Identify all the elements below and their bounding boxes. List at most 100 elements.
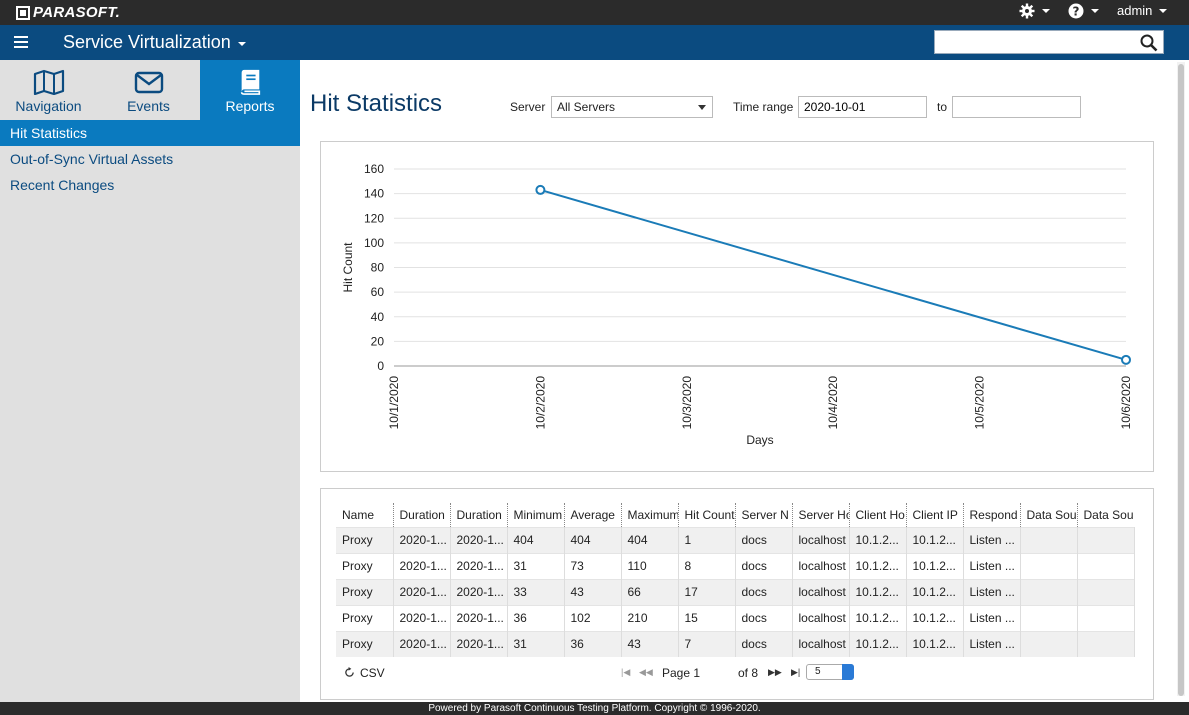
refresh-icon[interactable]	[344, 667, 355, 678]
table-row[interactable]: Proxy 2020-1... 2020-1... 33 43 66 17 docs local…	[336, 578, 1135, 605]
tab-label: Events	[127, 98, 170, 114]
tab-events[interactable]: Events	[97, 60, 200, 118]
next-page-icon[interactable]: ▶▶	[768, 667, 782, 677]
column-header[interactable]: Client IP	[906, 503, 964, 527]
last-page-icon[interactable]: ▶|	[791, 667, 801, 677]
column-header[interactable]: Respond	[963, 503, 1021, 527]
main-scrollbar[interactable]	[1177, 62, 1185, 696]
table-cell: Listen ...	[963, 526, 1021, 553]
help-menu[interactable]: ?	[1068, 3, 1099, 19]
data-point	[1121, 354, 1131, 365]
x-tick-label: 10/3/2020	[680, 376, 694, 430]
book-icon	[240, 69, 261, 95]
column-header[interactable]: Server N	[735, 503, 793, 527]
search-box	[934, 30, 1164, 54]
column-header[interactable]: Data Sou	[1083, 507, 1134, 522]
search-input[interactable]	[935, 31, 1135, 53]
y-tick-label: 100	[364, 236, 384, 250]
table-cell: 2020-1...	[450, 526, 508, 553]
y-tick-label: 40	[371, 310, 385, 324]
column-header[interactable]: Name	[336, 503, 394, 527]
page-title: Hit Statistics	[310, 90, 443, 117]
sidebar-tabs: Navigation Events Reports	[0, 60, 300, 120]
table-row[interactable]: Proxy 2020-1... 2020-1... 36 102 210 15 docs loc…	[336, 604, 1135, 631]
x-tick-label: 10/6/2020	[1119, 376, 1133, 430]
chart-canvas: 0 20 40 60 80 100 120 140 160 10/1/2020 10/2/2020 1…	[341, 162, 1133, 447]
table-row[interactable]: Proxy 2020-1... 2020-1... 31 36 43 7 docs localh…	[336, 630, 1135, 657]
sidebar-item-out-of-sync-virtual-assets[interactable]: Out-of-Sync Virtual Assets	[10, 151, 174, 167]
table-cell	[1020, 526, 1078, 553]
table-cell: Proxy	[336, 552, 394, 579]
table-cell	[1077, 552, 1135, 579]
y-tick-label: 140	[364, 187, 384, 201]
map-icon	[33, 69, 64, 95]
time-range-to-input[interactable]	[952, 96, 1081, 118]
spinner-icon	[842, 664, 854, 680]
table-cell: 10.1.2...	[906, 630, 964, 657]
scrollbar-thumb[interactable]	[1178, 64, 1184, 696]
table-cell: 2020-1...	[393, 630, 451, 657]
sidebar-item-recent-changes[interactable]: Recent Changes	[10, 177, 115, 193]
table-cell: 2020-1...	[393, 578, 451, 605]
first-page-icon[interactable]: |◀	[621, 667, 631, 677]
table-row[interactable]: Proxy 2020-1... 2020-1... 404 404 404 1 docs loc…	[336, 526, 1135, 553]
table-cell: 10.1.2...	[849, 630, 907, 657]
table-cell: 2020-1...	[393, 604, 451, 631]
server-select[interactable]: All Servers	[551, 96, 713, 118]
table-cell: 10.1.2...	[849, 526, 907, 553]
user-menu[interactable]: admin	[1117, 3, 1168, 18]
csv-export-button[interactable]: CSV	[360, 666, 385, 680]
table-cell	[1020, 578, 1078, 605]
parasoft-logo[interactable]: PARASOFT.	[16, 4, 120, 21]
column-header[interactable]: Server Ho	[792, 503, 850, 527]
table-row[interactable]: Proxy 2020-1... 2020-1... 31 73 110 8 docs local…	[336, 552, 1135, 579]
top-bar: PARASOFT. ? admin	[0, 0, 1189, 25]
sidebar-item-hit-statistics[interactable]: Hit Statistics	[0, 120, 300, 146]
table-cell	[1020, 552, 1078, 579]
tab-label: Navigation	[15, 98, 82, 114]
app-title: Service Virtualization	[63, 32, 231, 52]
table-cell: 10.1.2...	[849, 578, 907, 605]
table-cell	[1077, 604, 1135, 631]
column-header[interactable]: Client Ho	[849, 503, 907, 527]
y-tick-label: 20	[371, 334, 385, 348]
table-cell: docs	[735, 578, 793, 605]
table-cell: 66	[621, 578, 679, 605]
x-tick-label: 10/2/2020	[533, 376, 547, 430]
previous-page-icon[interactable]: ◀◀	[639, 667, 653, 677]
table-cell: 404	[564, 526, 622, 553]
table-cell: 1	[678, 526, 736, 553]
column-header[interactable]: Duration	[450, 503, 508, 527]
table-cell	[1020, 604, 1078, 631]
table-cell: 102	[564, 604, 622, 631]
table-cell: 10.1.2...	[906, 552, 964, 579]
table-cell: 2020-1...	[450, 552, 508, 579]
y-tick-label: 160	[364, 162, 384, 176]
table-cell: 2020-1...	[450, 630, 508, 657]
page-size-select[interactable]: 5	[806, 664, 854, 680]
time-range-from-input[interactable]	[798, 96, 927, 118]
table-cell: 10.1.2...	[849, 604, 907, 631]
table-cell	[1020, 630, 1078, 657]
app-switcher[interactable]: Service Virtualization	[63, 32, 246, 53]
table-cell: Listen ...	[963, 552, 1021, 579]
column-header[interactable]: Average	[564, 503, 622, 527]
parasoft-logo-icon	[16, 5, 30, 20]
to-label: to	[937, 100, 948, 114]
envelope-icon	[134, 71, 163, 94]
search-icon[interactable]	[1140, 34, 1158, 52]
table-cell: 404	[507, 526, 565, 553]
tab-navigation[interactable]: Navigation	[0, 60, 97, 118]
tab-label: Reports	[225, 98, 275, 114]
column-header[interactable]: Data Sou	[1020, 503, 1078, 527]
column-header[interactable]: Maximum	[621, 503, 679, 527]
table-cell: 2020-1...	[393, 552, 451, 579]
column-header[interactable]: Minimum	[507, 503, 565, 527]
hamburger-menu-icon[interactable]	[14, 36, 28, 48]
settings-menu[interactable]	[1019, 3, 1050, 19]
column-header[interactable]: Hit Count	[678, 503, 736, 527]
column-header[interactable]: Duration	[393, 503, 451, 527]
table-cell: localhost	[792, 578, 850, 605]
x-tick-label: 10/1/2020	[387, 376, 401, 430]
tab-reports[interactable]: Reports	[200, 60, 300, 120]
